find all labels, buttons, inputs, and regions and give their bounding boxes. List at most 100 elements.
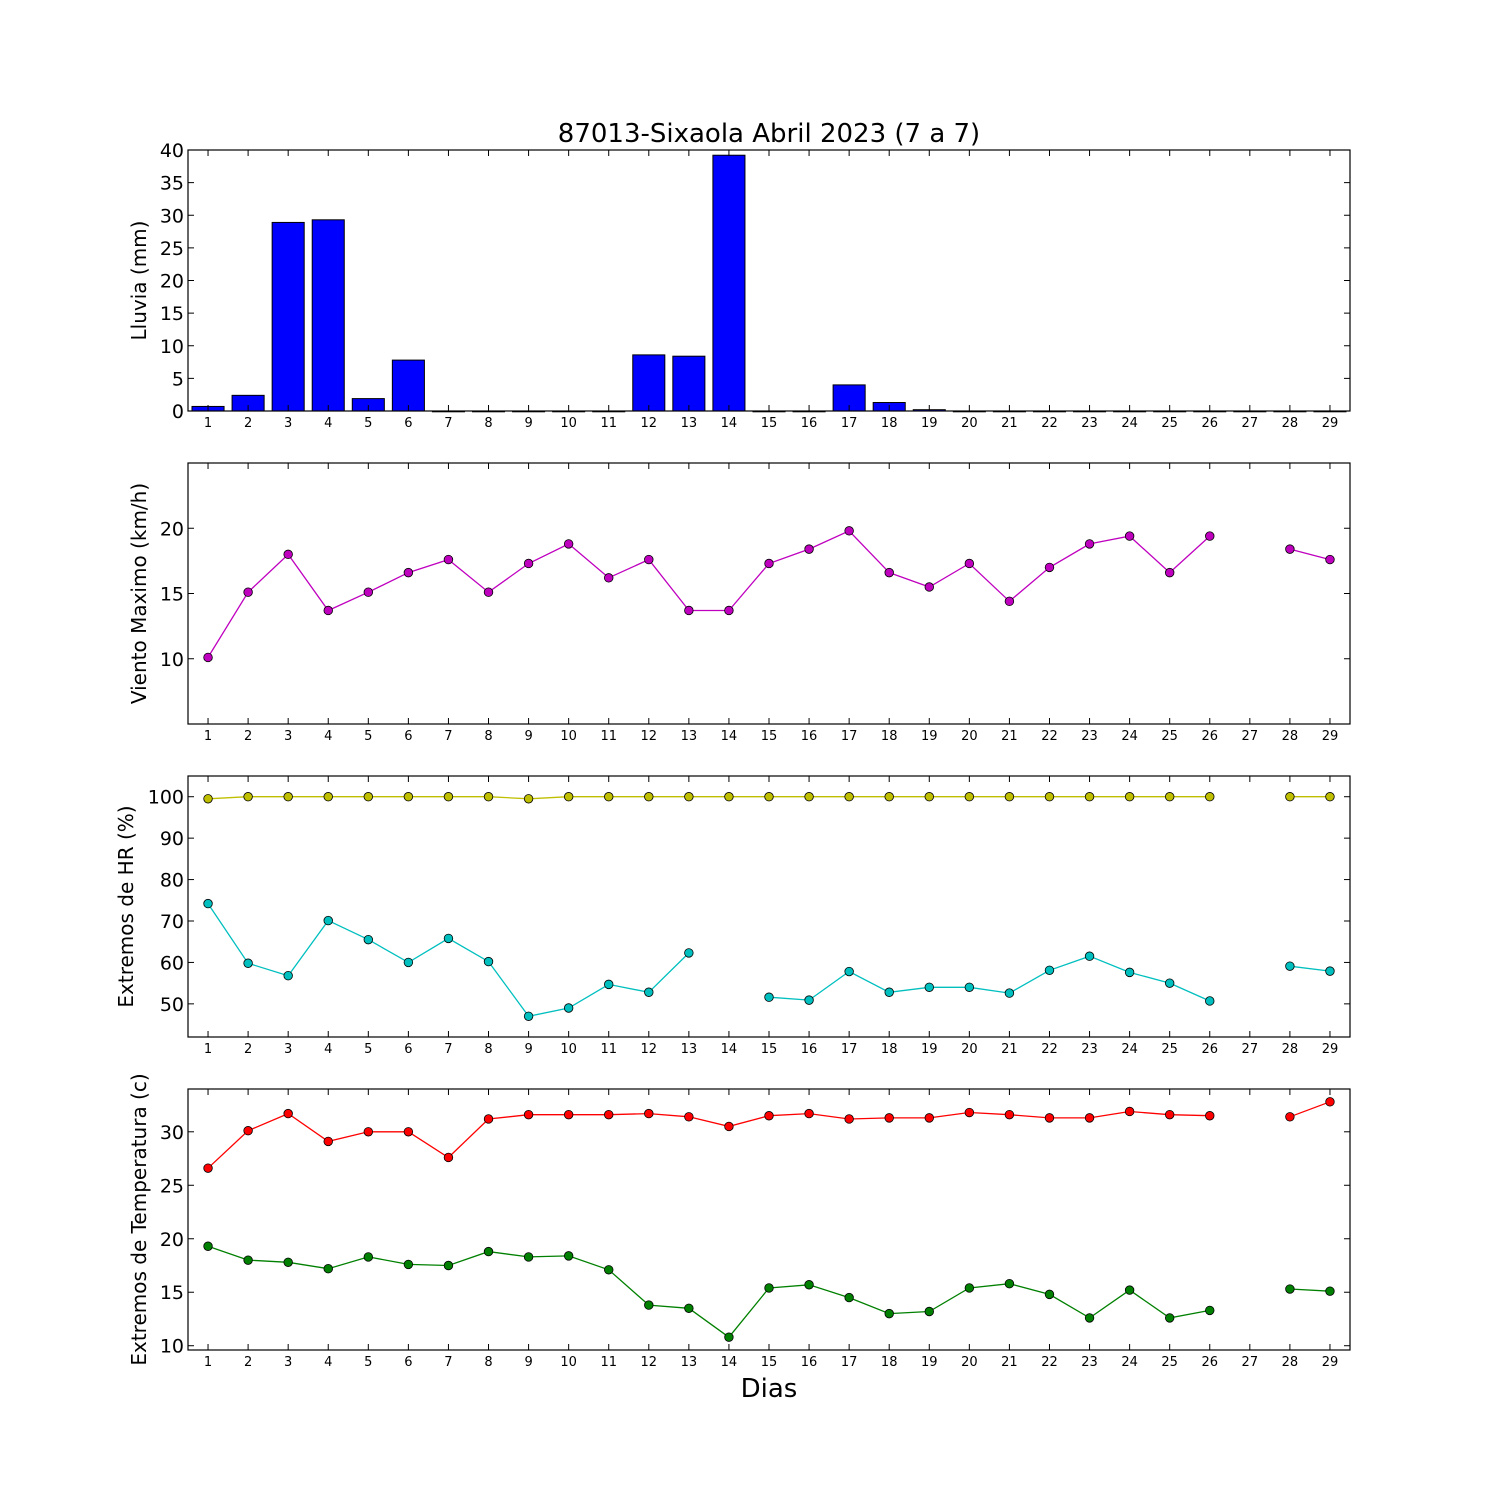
x-tick-label: 19 <box>921 1355 938 1370</box>
x-tick-label: 17 <box>841 1355 858 1370</box>
x-tick-label: 18 <box>881 416 898 431</box>
x-tick-label: 21 <box>1001 1355 1018 1370</box>
x-tick-label: 7 <box>444 1042 452 1057</box>
viento-series-0-point-5 <box>363 587 374 597</box>
y-tick-label: 10 <box>160 336 184 358</box>
humedad-series-1-point-15 <box>764 992 774 1002</box>
temperatura-series-1-point-23 <box>1084 1313 1095 1323</box>
x-tick-label: 23 <box>1081 1355 1098 1370</box>
x-tick-label: 25 <box>1161 416 1178 431</box>
x-tick-label: 12 <box>641 416 658 431</box>
x-tick-label: 23 <box>1081 729 1098 744</box>
humedad-series-1-point-1 <box>203 898 213 909</box>
y-tick-label: 20 <box>160 518 184 540</box>
x-tick-label: 29 <box>1322 1042 1339 1057</box>
x-tick-label: 12 <box>641 1042 658 1057</box>
temperatura-series-0-point-1 <box>203 1163 213 1173</box>
y-tick-label: 10 <box>160 649 184 671</box>
x-tick-label: 2 <box>244 416 252 431</box>
humedad-series-0-point-1 <box>203 794 213 804</box>
x-tick-label: 25 <box>1161 1355 1178 1370</box>
x-tick-label: 8 <box>484 1355 492 1370</box>
y-tick-label: 25 <box>160 1175 184 1197</box>
humedad-series-0-point-5 <box>363 792 374 802</box>
viento-series-0-point-18 <box>884 567 894 578</box>
x-tick-label: 21 <box>1001 1042 1018 1057</box>
viento-series-0-point-17 <box>844 526 854 536</box>
x-tick-label: 13 <box>681 729 698 744</box>
temperatura-series-0-point-20 <box>964 1107 975 1118</box>
bar-day-3 <box>271 221 305 412</box>
x-axis-label: Dias <box>741 1374 798 1404</box>
y-tick-label: 50 <box>160 994 184 1016</box>
humedad-series-1-point-13 <box>684 948 694 958</box>
x-tick-label: 18 <box>881 1042 898 1057</box>
temperatura-series-1-point-26 <box>1205 1305 1215 1316</box>
x-tick-label: 8 <box>484 1042 492 1057</box>
temperatura-series-1-point-20 <box>964 1283 975 1293</box>
panel-temperatura: 1 2 3 4 5 6 7 8 9 10 11 12 13 14 15 16 17 18 19 20 21 22 23 24 2… <box>127 1073 1351 1370</box>
temperatura-series-0-point-4 <box>323 1136 333 1147</box>
x-tick-label: 16 <box>801 1042 818 1057</box>
x-tick-label: 27 <box>1242 729 1259 744</box>
temperatura-series-1-point-24 <box>1124 1285 1135 1295</box>
x-tick-label: 4 <box>324 729 332 744</box>
x-tick-label: 3 <box>284 1355 292 1370</box>
temperatura-series-1-point-29 <box>1325 1286 1335 1296</box>
humedad-series-1-point-12 <box>644 987 654 997</box>
temperatura-series-1-point-3 <box>283 1257 293 1267</box>
x-tick-label: 15 <box>761 729 778 744</box>
temperatura-series-0-point-5 <box>363 1127 374 1137</box>
temperatura-series-0-point-19 <box>924 1113 934 1123</box>
temperatura-series-0-point-24 <box>1124 1106 1135 1117</box>
y-tick-label: 60 <box>160 952 184 974</box>
humedad-series-0-point-6 <box>403 792 414 802</box>
temperatura-series-0-point-29 <box>1325 1097 1335 1107</box>
x-tick-label: 21 <box>1001 729 1018 744</box>
x-tick-label: 5 <box>364 416 372 431</box>
x-tick-label: 29 <box>1322 416 1339 431</box>
x-tick-label: 27 <box>1242 1042 1259 1057</box>
x-tick-label: 8 <box>484 729 492 744</box>
humedad-series-1-point-9 <box>523 1011 534 1021</box>
y-tick-label: 25 <box>160 238 184 260</box>
x-tick-label: 24 <box>1121 729 1138 744</box>
humedad-series-1-point-18 <box>884 987 894 997</box>
humedad-series-1-point-24 <box>1124 967 1135 978</box>
temperatura-series-0-point-9 <box>523 1109 534 1120</box>
x-tick-label: 4 <box>324 416 332 431</box>
temperatura-series-1-point-17 <box>844 1292 854 1303</box>
humedad-series-1-point-19 <box>924 982 934 992</box>
x-tick-label: 26 <box>1201 416 1218 431</box>
temperatura-series-0-point-21 <box>1004 1109 1015 1120</box>
humedad-series-1-point-20 <box>964 982 975 992</box>
humedad-series-1-point-26 <box>1205 996 1215 1006</box>
humedad-series-0-point-23 <box>1084 792 1095 802</box>
viento-series-0-point-22 <box>1044 562 1055 573</box>
temperatura-series-0-point-3 <box>283 1108 293 1119</box>
x-tick-label: 5 <box>364 1355 372 1370</box>
humedad-series-0-point-12 <box>644 792 654 802</box>
temperatura-series-1-point-21 <box>1004 1278 1015 1289</box>
temperatura-series-0-point-7 <box>443 1152 454 1163</box>
temperatura-series-1-point-8 <box>483 1246 494 1257</box>
viento-series-0-point-6 <box>403 567 414 578</box>
viento-series-0-point-3 <box>283 549 293 560</box>
humedad-series-0-point-25 <box>1164 792 1175 802</box>
humedad-series-1-point-25 <box>1164 978 1175 988</box>
x-tick-label: 23 <box>1081 1042 1098 1057</box>
humedad-series-0-point-28 <box>1285 792 1295 802</box>
temperatura-series-1-point-15 <box>764 1283 774 1293</box>
x-tick-label: 22 <box>1041 416 1058 431</box>
x-tick-label: 14 <box>721 1042 738 1057</box>
bar-day-12 <box>632 354 666 412</box>
temperatura-series-0-point-25 <box>1164 1109 1175 1120</box>
x-tick-label: 18 <box>881 729 898 744</box>
humedad-series-0-point-29 <box>1325 792 1335 802</box>
x-tick-label: 14 <box>721 416 738 431</box>
y-tick-label: 40 <box>160 140 184 162</box>
bar-day-6 <box>391 359 425 412</box>
x-tick-label: 13 <box>681 1042 698 1057</box>
humedad-series-0-point-14 <box>724 792 734 802</box>
temperatura-series-0-point-23 <box>1084 1113 1095 1123</box>
